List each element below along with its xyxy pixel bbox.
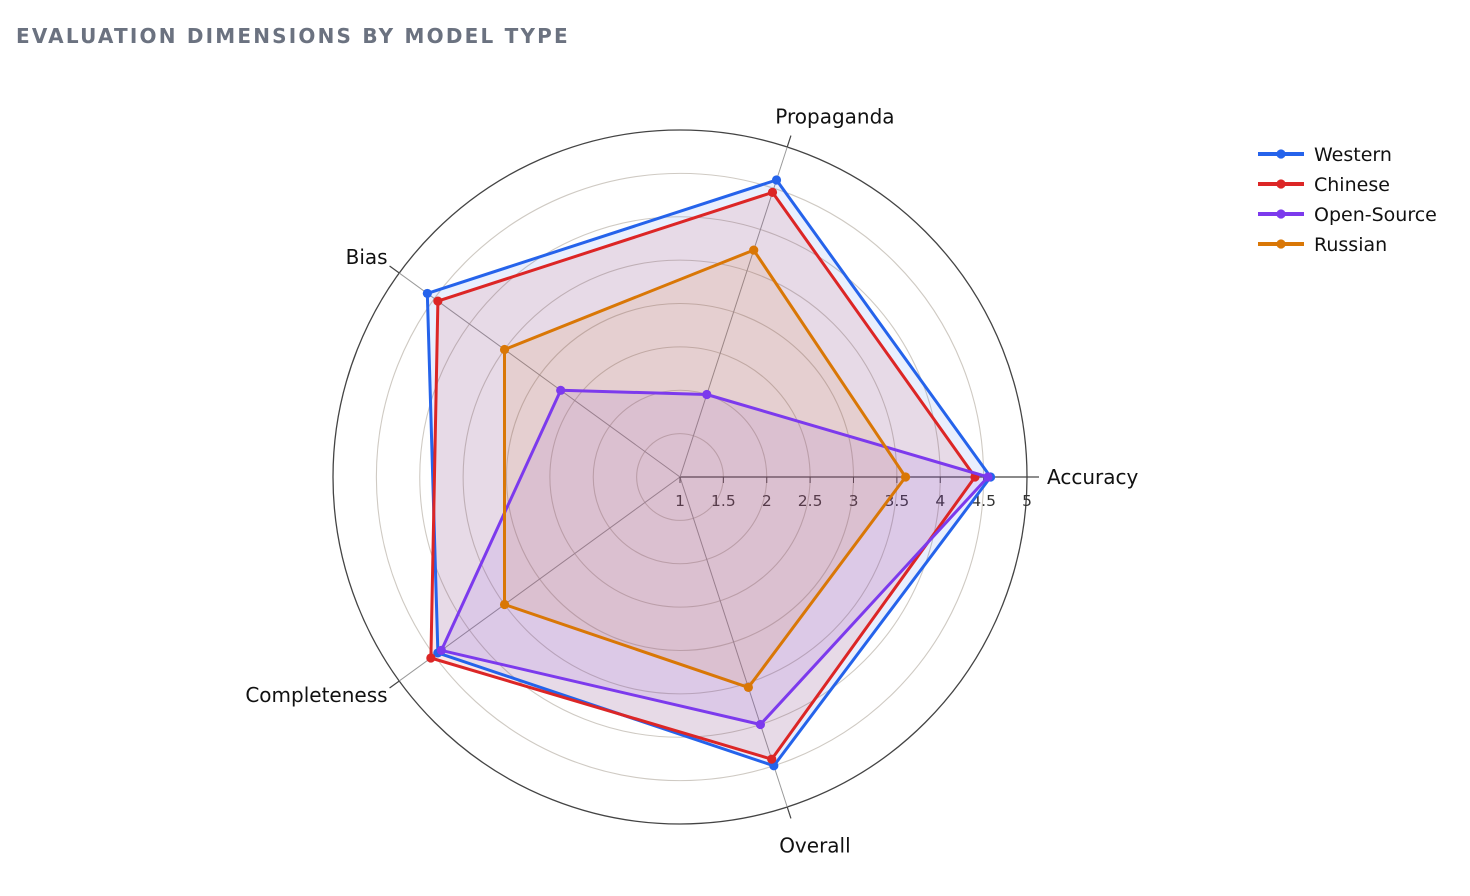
legend-label: Chinese [1314,174,1390,196]
data-point-russian-overall [743,682,753,692]
series-line-russian [503,248,907,689]
data-point-russian-bias [499,344,510,355]
legend-label: Open-Source [1314,204,1437,226]
legend-label: Western [1314,144,1392,166]
axis-tick [389,265,400,274]
data-point-chinese-propaganda [767,187,778,197]
data-point-russian-propaganda [749,245,759,255]
series-fill-russian [504,250,906,688]
legend-item-russian[interactable]: Russian [1258,234,1387,256]
series-fills [427,180,991,766]
axis-label-bias: Bias [346,245,388,269]
radial-grid: 1 1.5 2 2.5 3 3.5 4 4.5 5 [332,129,1039,825]
axis-label-accuracy: Accuracy [1047,465,1138,489]
data-point-russian-accuracy [900,472,911,482]
radial-tick-label: 1 [675,492,685,510]
series-line-western [425,178,993,768]
series-open-source [436,385,993,730]
axis-label-propaganda: Propaganda [775,105,894,129]
legend-swatch-marker [1276,179,1286,189]
radial-tick-label: 4 [935,492,945,510]
radial-tick-label: 3 [849,492,859,510]
series-chinese [426,187,980,764]
legend[interactable]: Western Chinese Open-Source Russian [1258,144,1437,256]
series-line-open-source [439,388,990,726]
axis-spoke [398,476,681,682]
radial-tick-label: 2 [762,492,772,510]
axis-labels: Accuracy Propaganda Bias Completeness Overal… [245,105,1138,858]
series-fill-open-source [441,390,988,725]
axis-label-completeness: Completeness [245,683,387,707]
axis-tick [389,680,400,689]
data-point-open-source-accuracy [983,472,993,482]
series-line-chinese [429,190,977,761]
data-point-chinese-bias [433,296,443,306]
radial-tick-label: 2.5 [798,492,823,510]
legend-swatch-marker [1276,239,1286,249]
axis-spoke [398,272,681,478]
series-fill-western [427,180,991,766]
legend-swatch-marker [1276,149,1286,159]
series-fill-chinese [430,192,975,760]
series-layer [422,175,996,771]
series-russian [499,245,911,692]
legend-label: Russian [1314,234,1387,256]
axis-tick [786,806,792,819]
axis-label-overall: Overall [779,833,850,857]
data-point-open-source-overall [755,719,766,730]
axis-spoke [679,476,788,808]
legend-swatch-marker [1276,209,1286,219]
data-point-russian-completeness [499,599,510,610]
data-point-open-source-completeness [436,645,446,655]
legend-item-open-source[interactable]: Open-Source [1258,204,1437,226]
data-point-chinese-completeness [426,653,436,663]
data-point-western-propaganda [771,175,782,185]
radial-tick-label: 5 [1022,492,1032,510]
radial-tick-label: 1.5 [711,492,736,510]
legend-item-chinese[interactable]: Chinese [1258,174,1390,196]
axis-spoke [679,146,788,478]
chart-title: EVALUATION DIMENSIONS BY MODEL TYPE [16,24,570,48]
legend-item-western[interactable]: Western [1258,144,1392,166]
series-lines [422,175,996,771]
data-point-open-source-propaganda [702,389,712,400]
data-point-western-bias [422,288,432,299]
axis-tick [786,135,792,148]
data-point-open-source-bias [556,385,566,395]
data-point-chinese-overall [767,754,777,764]
